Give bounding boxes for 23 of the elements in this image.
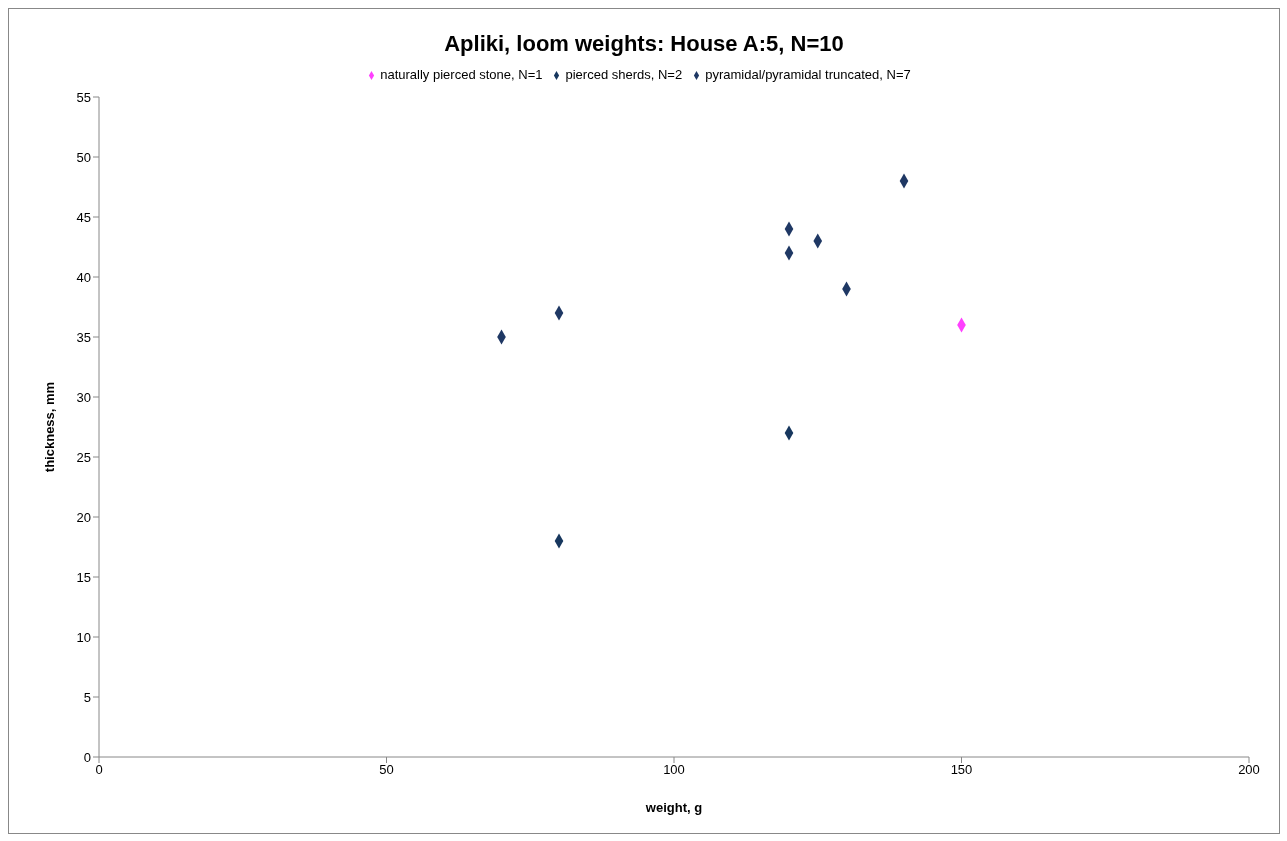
y-tick-label: 10 — [76, 629, 91, 645]
y-tick-label: 15 — [76, 569, 91, 585]
y-tick-label: 0 — [83, 749, 91, 765]
y-tick-label: 40 — [76, 269, 91, 285]
y-tick-label: 30 — [76, 389, 91, 405]
y-tick-label: 50 — [76, 149, 91, 165]
x-tick-label: 200 — [1238, 762, 1260, 778]
y-tick-label: 45 — [76, 209, 91, 225]
y-tick-label: 25 — [76, 449, 91, 465]
chart-title: Apliki, loom weights: House A:5, N=10 — [443, 31, 845, 57]
x-tick-label: 0 — [95, 762, 103, 778]
y-tick-label: 5 — [83, 689, 91, 705]
x-axis-title: weight, g — [644, 800, 703, 815]
legend-label: pierced sherds, N=2 — [565, 67, 683, 82]
y-tick-label: 55 — [76, 89, 91, 105]
x-tick-label: 100 — [663, 762, 685, 778]
y-axis-title: thickness, mm — [41, 381, 57, 473]
legend-label: pyramidal/pyramidal truncated, N=7 — [705, 67, 911, 82]
y-tick-label: 20 — [76, 509, 91, 525]
y-tick-label: 35 — [76, 329, 91, 345]
legend-label: naturally pierced stone, N=1 — [380, 67, 543, 82]
x-tick-label: 50 — [379, 762, 394, 778]
x-tick-label: 150 — [950, 762, 973, 778]
